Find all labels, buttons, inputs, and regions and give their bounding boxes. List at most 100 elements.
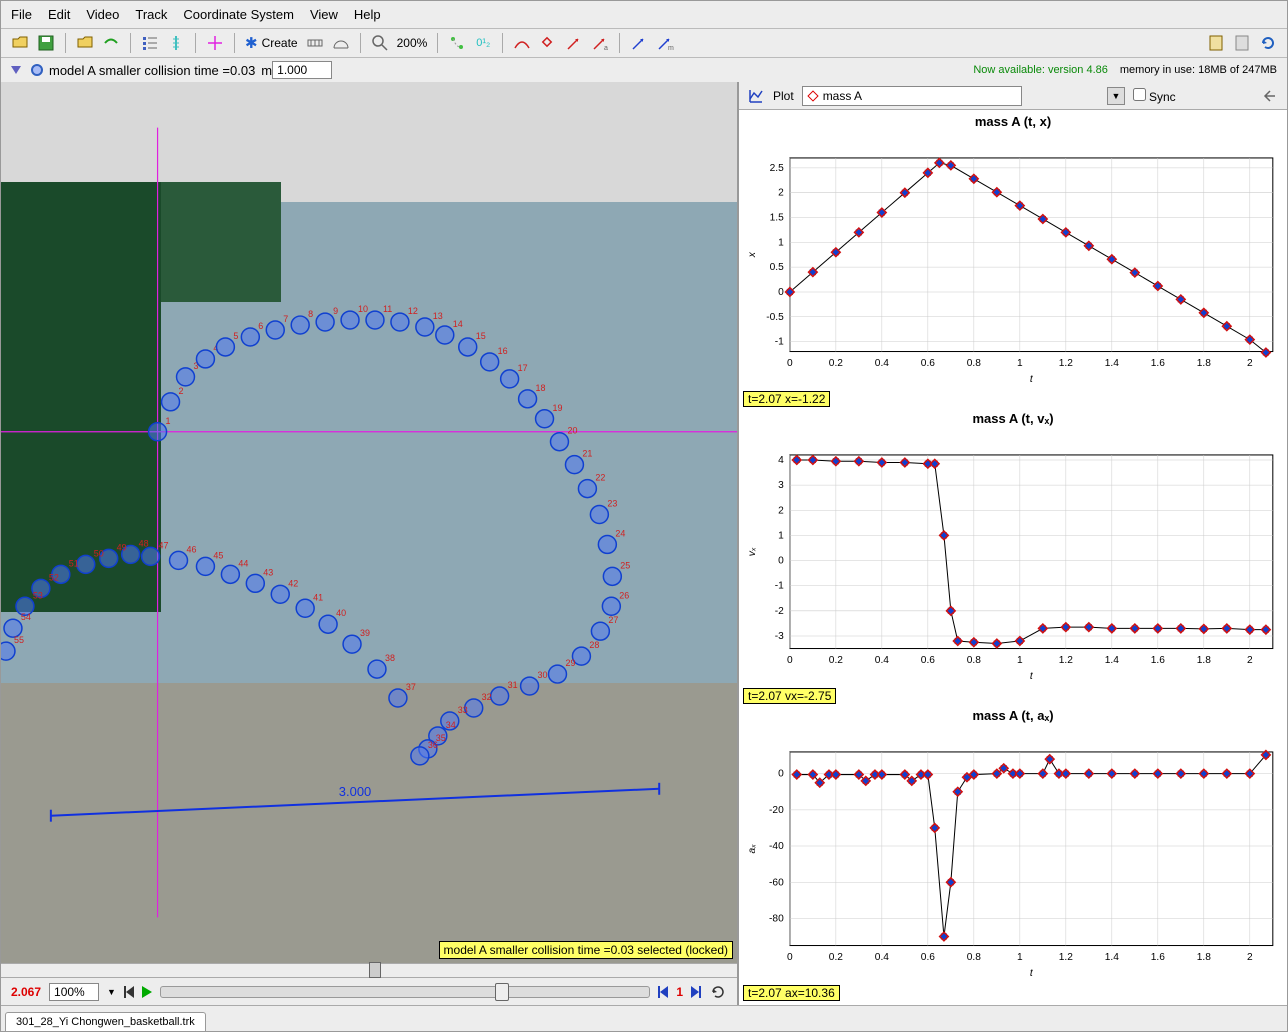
play-icon[interactable]	[142, 986, 152, 998]
menu-coordinate-system[interactable]: Coordinate System	[183, 7, 294, 22]
svg-text:27: 27	[608, 615, 618, 625]
chart2-status: t=2.07 vx=-2.75	[743, 688, 836, 704]
list-icon[interactable]	[141, 34, 159, 52]
svg-text:24: 24	[615, 528, 625, 538]
triangle-down-icon[interactable]	[11, 66, 21, 74]
menu-edit[interactable]: Edit	[48, 7, 70, 22]
svg-text:37: 37	[406, 682, 416, 692]
main-toolbar: ✱ Create 200% 0¹₂ a m	[1, 28, 1287, 58]
svg-text:9: 9	[333, 306, 338, 316]
svg-text:28: 28	[589, 640, 599, 650]
dropdown-arrow-icon[interactable]: ▼	[1107, 87, 1125, 105]
chart-acceleration[interactable]: mass A (t, aₓ) 00.20.40.60.811.21.41.61.…	[743, 704, 1283, 1001]
svg-text:5: 5	[233, 331, 238, 341]
save-icon[interactable]	[37, 34, 55, 52]
zoom-level[interactable]: 200%	[397, 36, 428, 50]
tab-bar: 301_28_Yi Chongwen_basketball.trk	[1, 1005, 1287, 1031]
svg-text:26: 26	[619, 590, 629, 600]
step-back-icon[interactable]	[124, 986, 134, 998]
autotrack-icon[interactable]	[448, 34, 466, 52]
svg-text:1.4: 1.4	[1105, 655, 1119, 666]
svg-text:53: 53	[33, 590, 43, 600]
skip-start-icon[interactable]	[658, 986, 668, 998]
svg-text:1: 1	[166, 416, 171, 426]
svg-text:52: 52	[49, 572, 59, 582]
axes-icon[interactable]	[206, 34, 224, 52]
vector-a-icon[interactable]: a	[591, 34, 609, 52]
svg-text:-1: -1	[775, 337, 784, 348]
video-view[interactable]: 3.00012345678910111213141516171819202122…	[1, 82, 737, 963]
svg-text:3.000: 3.000	[339, 784, 371, 799]
chart-position[interactable]: mass A (t, x) 00.20.40.60.811.21.41.61.8…	[743, 110, 1283, 407]
refresh-icon[interactable]	[1259, 34, 1277, 52]
svg-text:29: 29	[565, 658, 575, 668]
scrollbar-horizontal[interactable]	[1, 963, 737, 977]
svg-text:22: 22	[595, 473, 605, 483]
svg-text:41: 41	[313, 592, 323, 602]
protractor-icon[interactable]	[332, 34, 350, 52]
time-display: 2.067	[11, 985, 41, 999]
svg-text:16: 16	[498, 346, 508, 356]
vector-v-icon[interactable]	[565, 34, 583, 52]
svg-text:43: 43	[263, 567, 273, 577]
clip-icon[interactable]	[102, 34, 120, 52]
series-dropdown[interactable]: mass A	[802, 86, 1022, 106]
tape-icon[interactable]	[306, 34, 324, 52]
playback-slider[interactable]	[160, 986, 650, 998]
mass-input[interactable]	[272, 61, 332, 79]
menu-view[interactable]: View	[310, 7, 338, 22]
collapse-icon[interactable]	[1261, 87, 1279, 105]
sync-checkbox[interactable]: Sync	[1133, 88, 1176, 104]
version-notice[interactable]: Now available: version 4.86	[973, 64, 1108, 76]
menu-track[interactable]: Track	[135, 7, 167, 22]
path-icon[interactable]	[513, 34, 531, 52]
ruler-icon[interactable]	[167, 34, 185, 52]
doc-icon[interactable]	[1233, 34, 1251, 52]
svg-text:0.6: 0.6	[921, 655, 935, 666]
open-icon[interactable]	[11, 34, 29, 52]
track-label[interactable]: model A smaller collision time =0.03	[49, 63, 255, 78]
menu-file[interactable]: File	[11, 7, 32, 22]
svg-text:2: 2	[1247, 358, 1253, 369]
loop-icon[interactable]	[709, 983, 727, 1001]
svg-text:11: 11	[383, 304, 392, 314]
file-tab[interactable]: 301_28_Yi Chongwen_basketball.trk	[5, 1012, 206, 1031]
notes-icon[interactable]	[1207, 34, 1225, 52]
velocity-icon[interactable]	[539, 34, 557, 52]
menu-video[interactable]: Video	[86, 7, 119, 22]
plot-icon[interactable]	[747, 87, 765, 105]
diamond-icon	[807, 90, 818, 101]
create-track-button[interactable]: ✱ Create	[245, 34, 298, 52]
info-bar: model A smaller collision time =0.03 m N…	[1, 58, 1287, 82]
svg-text:33: 33	[458, 705, 468, 715]
svg-text:49: 49	[117, 542, 127, 552]
unit-label: m	[261, 63, 272, 78]
svg-text:-3: -3	[775, 631, 784, 642]
svg-text:t: t	[1030, 671, 1034, 682]
svg-text:2.5: 2.5	[770, 163, 784, 174]
label-icon[interactable]: 0¹₂	[474, 34, 492, 52]
svg-text:1: 1	[778, 530, 784, 541]
svg-text:0: 0	[787, 952, 793, 963]
rate-dropdown-icon[interactable]: ▼	[107, 987, 116, 997]
svg-text:1: 1	[1017, 655, 1023, 666]
svg-text:1.2: 1.2	[1059, 655, 1073, 666]
svg-text:-80: -80	[769, 913, 784, 924]
svg-text:0: 0	[787, 655, 793, 666]
playback-rate-input[interactable]	[49, 983, 99, 1001]
vector-m-icon[interactable]: m	[656, 34, 674, 52]
main-area: 3.00012345678910111213141516171819202122…	[1, 82, 1287, 1005]
svg-text:2: 2	[179, 386, 184, 396]
vector-blue-icon[interactable]	[630, 34, 648, 52]
open-video-icon[interactable]	[76, 34, 94, 52]
plot-pane: Plot mass A ▼ Sync mass A (t, x) 00.20.4…	[739, 82, 1287, 1005]
svg-text:1.8: 1.8	[1197, 358, 1211, 369]
chart-velocity[interactable]: mass A (t, vₓ) 00.20.40.60.811.21.41.61.…	[743, 407, 1283, 704]
svg-text:1: 1	[778, 237, 784, 248]
svg-text:25: 25	[620, 560, 630, 570]
svg-text:m: m	[668, 45, 674, 52]
zoom-icon[interactable]	[371, 34, 389, 52]
skip-end-icon[interactable]	[691, 986, 701, 998]
menu-help[interactable]: Help	[354, 7, 381, 22]
create-label: Create	[262, 36, 298, 50]
